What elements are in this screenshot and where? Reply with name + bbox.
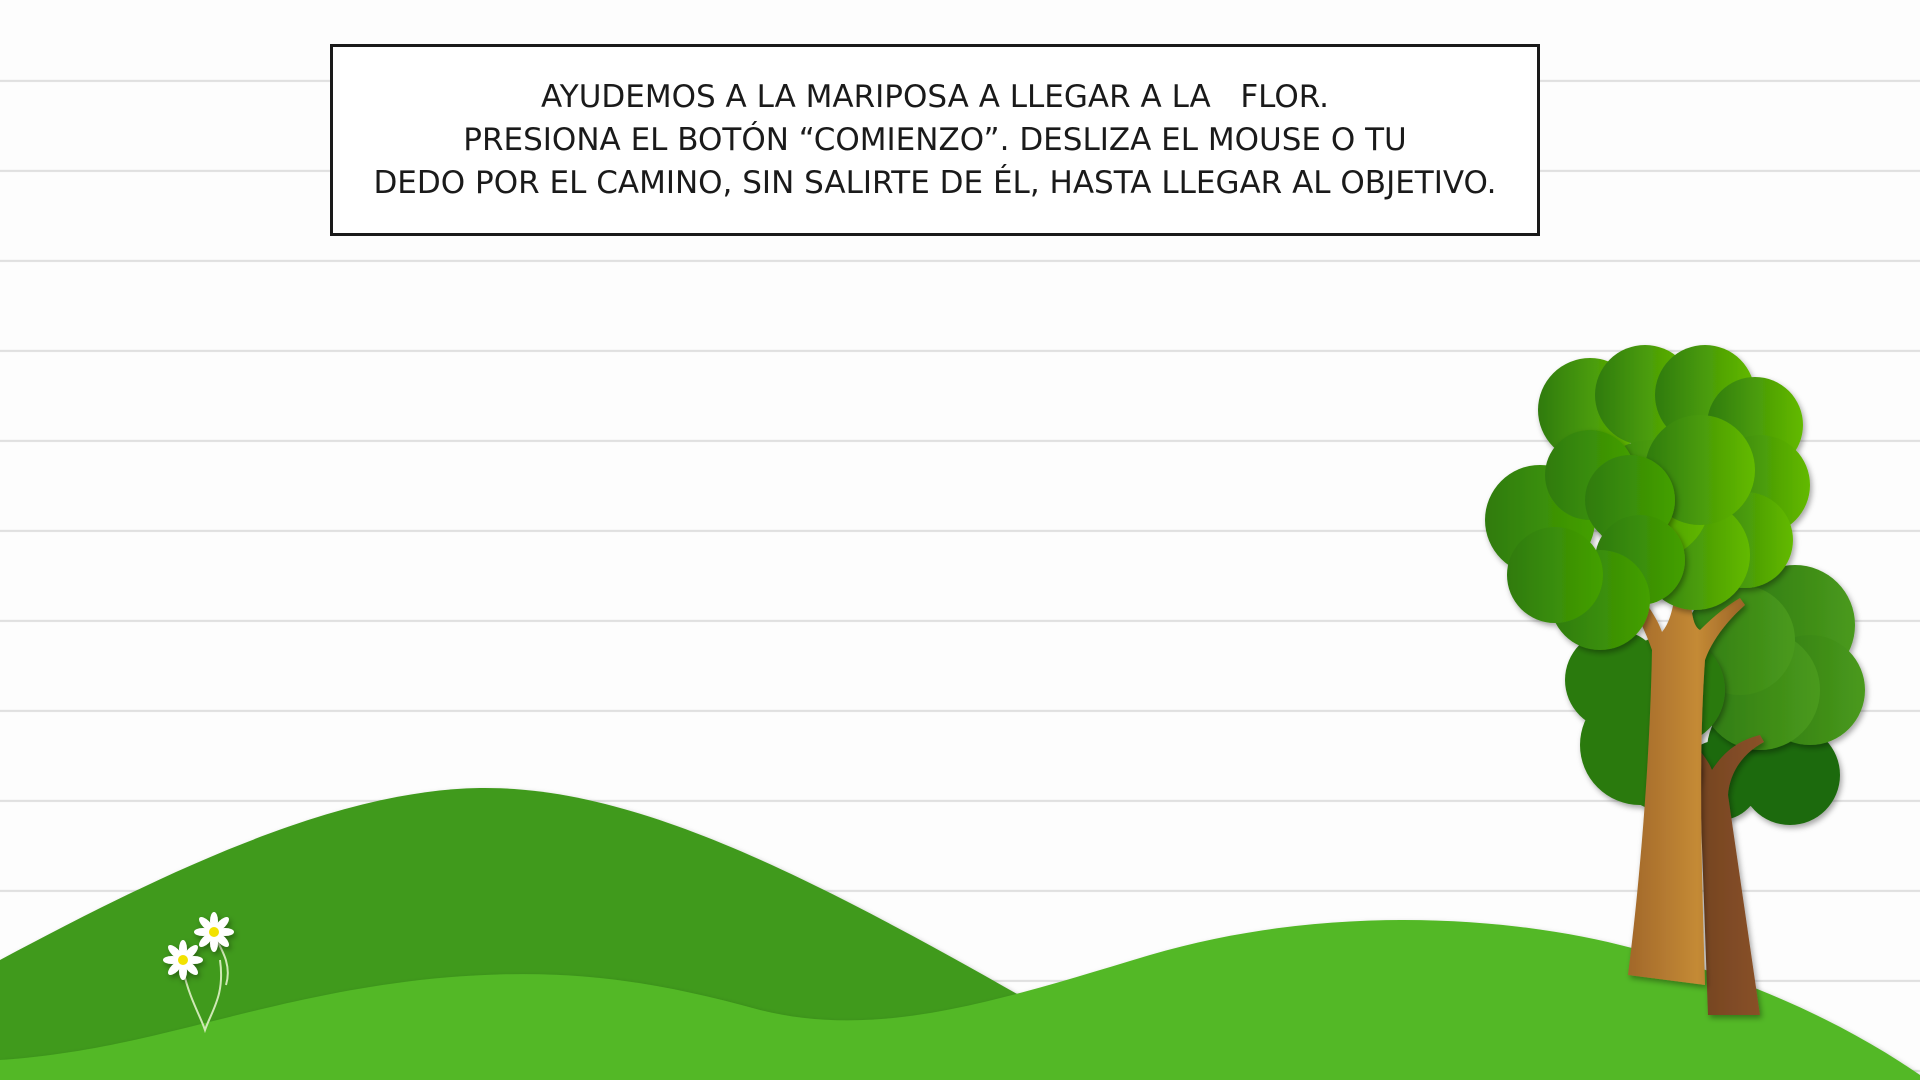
back-hill [0,787,1080,1080]
instructions-line-3: DEDO POR EL CAMINO, SIN SALIRTE DE ÉL, H… [373,164,1497,201]
front-hill [0,920,1920,1080]
instructions-line-2: PRESIONA EL BOTÓN “COMIENZO”. DESLIZA EL… [463,121,1407,158]
instructions-line-1: AYUDEMOS A LA MARIPOSA A LLEGAR A LA FLO… [540,78,1330,115]
instructions-box: AYUDEMOS A LA MARIPOSA A LLEGAR A LA FLO… [330,44,1540,236]
main-trunk [1625,560,1745,985]
daisy-flower-icon [163,912,234,1034]
tree-icon [1485,345,1865,1015]
